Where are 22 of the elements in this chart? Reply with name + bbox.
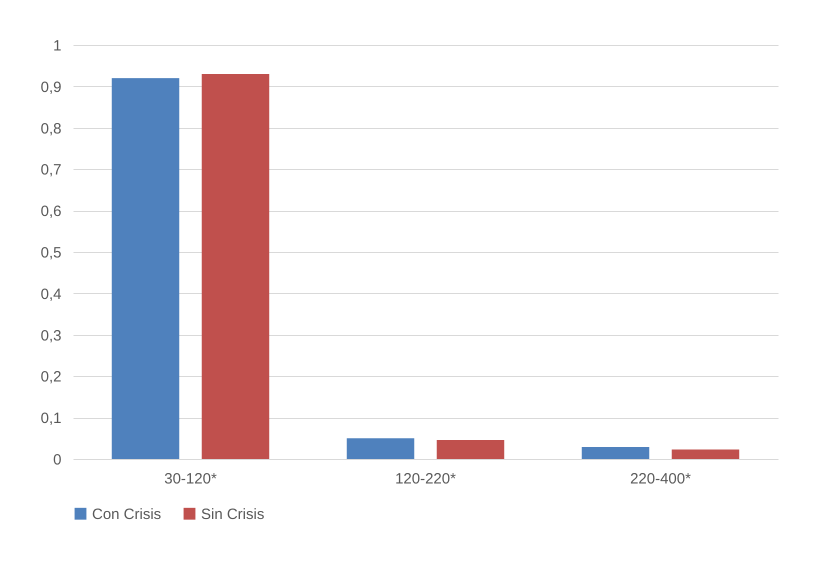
x-tick-label: 220-400*: [630, 470, 692, 488]
y-tick-label: 0,2: [40, 368, 62, 386]
x-tick-label: 120-220*: [395, 470, 456, 488]
legend-label: Con Crisis: [92, 506, 162, 523]
bar: [112, 78, 180, 459]
bar: [202, 74, 270, 459]
bar: [582, 446, 650, 459]
y-tick-label: 0,7: [40, 162, 62, 179]
bar: [436, 440, 504, 459]
legend-label: Sin Crisis: [201, 506, 264, 523]
y-tick-label: 0,5: [40, 244, 62, 262]
y-tick-label: 0,8: [40, 120, 62, 138]
bar: [346, 438, 414, 459]
y-tick-label: 0: [53, 452, 62, 468]
y-tick-label: 1: [53, 38, 62, 54]
bar: [672, 449, 740, 459]
y-tick-label: 0,9: [40, 78, 62, 96]
y-tick-label: 0,4: [40, 286, 62, 303]
y-tick-label: 0,3: [40, 327, 62, 344]
y-tick-label: 0,1: [40, 410, 62, 428]
x-tick-label: 30-120*: [164, 470, 217, 488]
y-tick-label: 0,6: [40, 203, 62, 220]
